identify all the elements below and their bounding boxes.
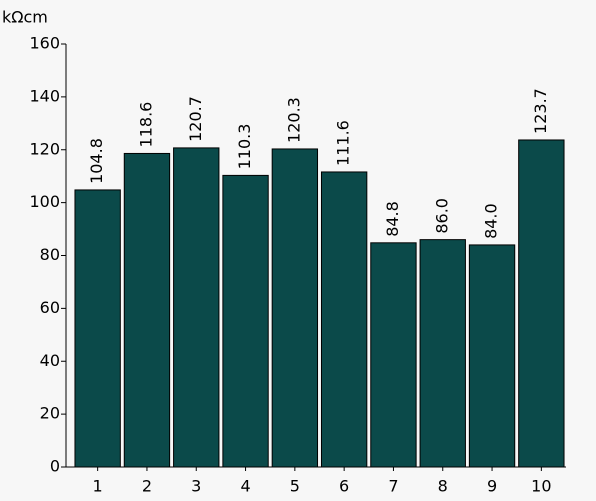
x-tick-label: 10 [531, 477, 551, 496]
x-tick-label: 4 [240, 477, 250, 496]
x-tick-label: 1 [93, 477, 103, 496]
y-axis-label: kΩcm [2, 8, 48, 27]
x-tick-label: 2 [142, 477, 152, 496]
y-tick-label: 140 [29, 86, 60, 105]
bar [222, 174, 269, 468]
bar [74, 189, 121, 468]
value-label: 111.6 [334, 120, 353, 166]
bar [419, 239, 466, 468]
value-label: 84.0 [482, 203, 501, 239]
value-label: 84.8 [383, 201, 402, 237]
bar [370, 242, 417, 468]
value-label: 110.3 [235, 124, 254, 170]
bar [320, 171, 368, 468]
value-label: 120.7 [186, 96, 205, 142]
x-tick-label: 3 [191, 477, 201, 496]
bar [518, 139, 565, 468]
y-tick-label: 80 [40, 245, 60, 264]
x-tick-label: 6 [339, 477, 349, 496]
value-label: 123.7 [531, 88, 550, 134]
bar [271, 148, 319, 468]
y-tick-label: 100 [29, 192, 60, 211]
y-tick-label: 120 [29, 139, 60, 158]
y-tick-label: 160 [29, 34, 60, 53]
bar [173, 147, 220, 468]
y-tick-label: 60 [40, 298, 60, 317]
bar [123, 152, 171, 468]
y-tick-label: 0 [50, 457, 60, 476]
y-tick-label: 20 [40, 404, 60, 423]
bar [468, 244, 516, 468]
x-tick-label: 9 [487, 477, 497, 496]
value-label: 118.6 [136, 102, 155, 148]
value-label: 120.3 [284, 97, 303, 143]
x-tick-label: 8 [438, 477, 448, 496]
x-tick-label: 7 [388, 477, 398, 496]
x-tick-label: 5 [290, 477, 300, 496]
value-label: 104.8 [87, 138, 106, 184]
value-label: 86.0 [432, 198, 451, 234]
y-tick-label: 40 [40, 351, 60, 370]
